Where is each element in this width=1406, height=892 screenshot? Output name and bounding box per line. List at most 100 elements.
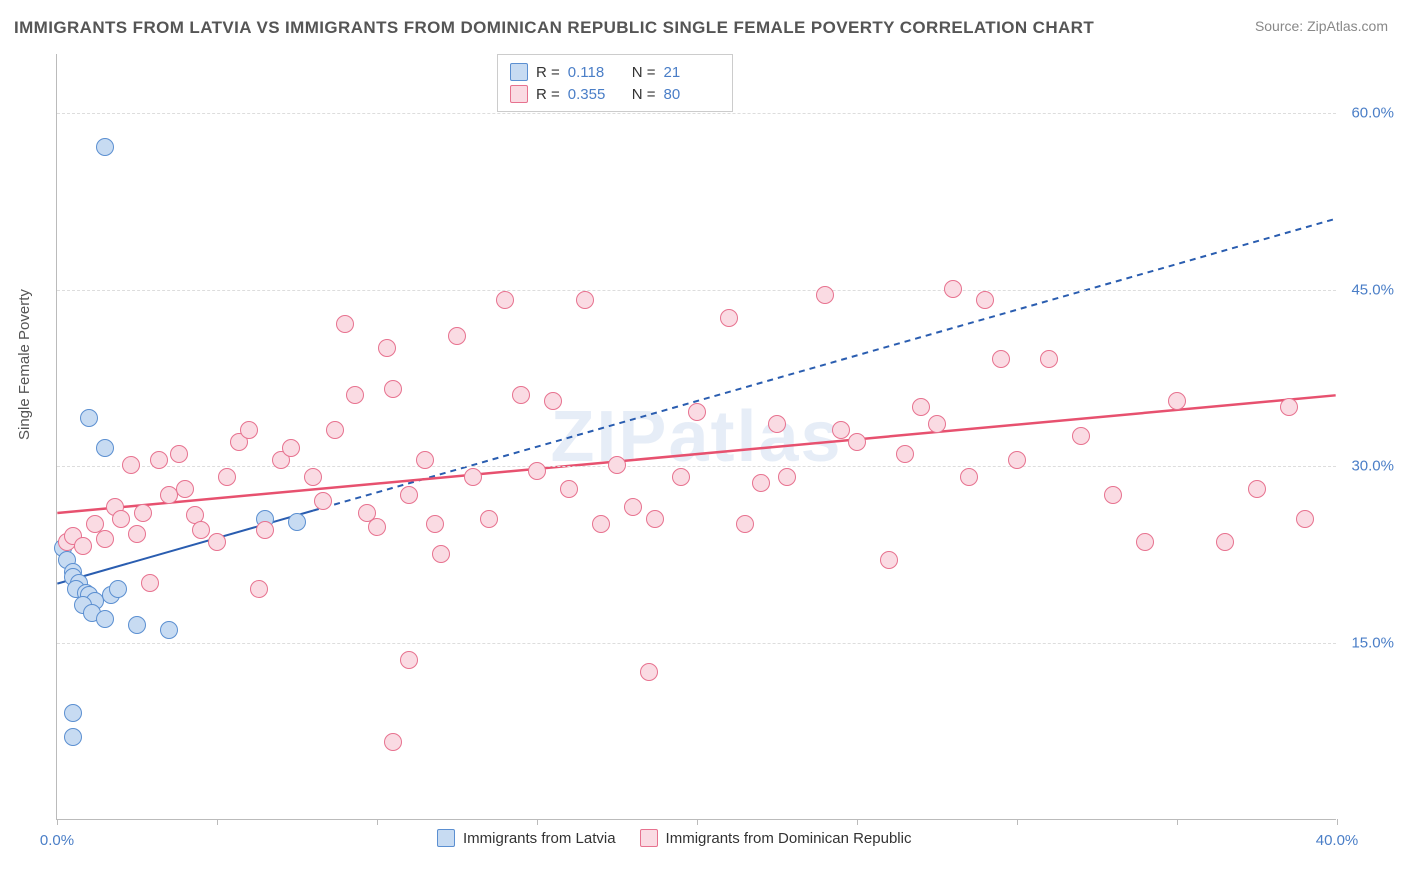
stats-legend-row: R = 0.118 N = 21 (510, 61, 720, 83)
scatter-point (96, 530, 114, 548)
scatter-point (1280, 398, 1298, 416)
scatter-point (122, 456, 140, 474)
scatter-point (304, 468, 322, 486)
scatter-point (778, 468, 796, 486)
scatter-point (336, 315, 354, 333)
x-tick (1017, 819, 1018, 825)
scatter-point (640, 663, 658, 681)
scatter-point (378, 339, 396, 357)
scatter-point (64, 728, 82, 746)
gridline (57, 290, 1336, 291)
scatter-point (672, 468, 690, 486)
scatter-point (426, 515, 444, 533)
scatter-point (400, 651, 418, 669)
scatter-point (326, 421, 344, 439)
scatter-point (176, 480, 194, 498)
legend-swatch (510, 63, 528, 81)
legend-r-value: 0.118 (568, 64, 624, 81)
legend-label: Immigrants from Latvia (463, 830, 616, 847)
scatter-point (480, 510, 498, 528)
chart-title: IMMIGRANTS FROM LATVIA VS IMMIGRANTS FRO… (14, 18, 1094, 38)
scatter-point (496, 291, 514, 309)
scatter-point (1296, 510, 1314, 528)
gridline (57, 643, 1336, 644)
legend-swatch (437, 829, 455, 847)
legend-r-value: 0.355 (568, 86, 624, 103)
scatter-point (96, 610, 114, 628)
scatter-point (848, 433, 866, 451)
scatter-point (960, 468, 978, 486)
scatter-point (128, 616, 146, 634)
bottom-legend: Immigrants from Latvia Immigrants from Do… (437, 829, 911, 847)
stats-legend: R = 0.118 N = 21 R = 0.355 N = 80 (497, 54, 733, 112)
scatter-point (992, 350, 1010, 368)
scatter-point (400, 486, 418, 504)
scatter-point (160, 621, 178, 639)
y-tick-label: 30.0% (1351, 458, 1394, 475)
legend-swatch (640, 829, 658, 847)
scatter-point (768, 415, 786, 433)
scatter-point (576, 291, 594, 309)
scatter-point (880, 551, 898, 569)
scatter-point (1008, 451, 1026, 469)
bottom-legend-item: Immigrants from Latvia (437, 829, 616, 847)
scatter-point (384, 733, 402, 751)
scatter-point (96, 138, 114, 156)
scatter-point (464, 468, 482, 486)
scatter-point (170, 445, 188, 463)
scatter-point (1136, 533, 1154, 551)
scatter-point (944, 280, 962, 298)
y-axis-label: Single Female Poverty (16, 289, 33, 440)
scatter-point (314, 492, 332, 510)
x-tick-label: 0.0% (40, 832, 74, 849)
scatter-point (384, 380, 402, 398)
legend-n-value: 80 (664, 86, 720, 103)
x-tick-label: 40.0% (1316, 832, 1359, 849)
scatter-point (544, 392, 562, 410)
scatter-point (74, 537, 92, 555)
scatter-point (346, 386, 364, 404)
scatter-point (592, 515, 610, 533)
scatter-point (288, 513, 306, 531)
scatter-point (816, 286, 834, 304)
scatter-point (1216, 533, 1234, 551)
scatter-point (646, 510, 664, 528)
scatter-point (1072, 427, 1090, 445)
legend-swatch (510, 85, 528, 103)
source-label: Source: ZipAtlas.com (1255, 18, 1388, 34)
y-tick-label: 60.0% (1351, 104, 1394, 121)
scatter-point (720, 309, 738, 327)
x-tick (217, 819, 218, 825)
scatter-point (96, 439, 114, 457)
scatter-point (976, 291, 994, 309)
scatter-point (832, 421, 850, 439)
scatter-point (134, 504, 152, 522)
scatter-point (448, 327, 466, 345)
scatter-point (608, 456, 626, 474)
scatter-point (432, 545, 450, 563)
scatter-point (752, 474, 770, 492)
legend-n-label: N = (632, 86, 656, 103)
y-tick-label: 45.0% (1351, 281, 1394, 298)
scatter-point (912, 398, 930, 416)
gridline (57, 113, 1336, 114)
scatter-point (109, 580, 127, 598)
plot-area: ZIPatlas R = 0.118 N = 21 R = 0.355 N = … (56, 54, 1336, 820)
x-tick (377, 819, 378, 825)
legend-r-label: R = (536, 64, 560, 81)
legend-n-value: 21 (664, 64, 720, 81)
scatter-point (528, 462, 546, 480)
scatter-point (624, 498, 642, 516)
scatter-point (192, 521, 210, 539)
scatter-point (128, 525, 146, 543)
scatter-point (256, 521, 274, 539)
scatter-point (80, 409, 98, 427)
bottom-legend-item: Immigrants from Dominican Republic (640, 829, 912, 847)
gridline (57, 466, 1336, 467)
scatter-point (1248, 480, 1266, 498)
scatter-point (1168, 392, 1186, 410)
x-tick (857, 819, 858, 825)
scatter-point (560, 480, 578, 498)
scatter-point (512, 386, 530, 404)
scatter-point (368, 518, 386, 536)
